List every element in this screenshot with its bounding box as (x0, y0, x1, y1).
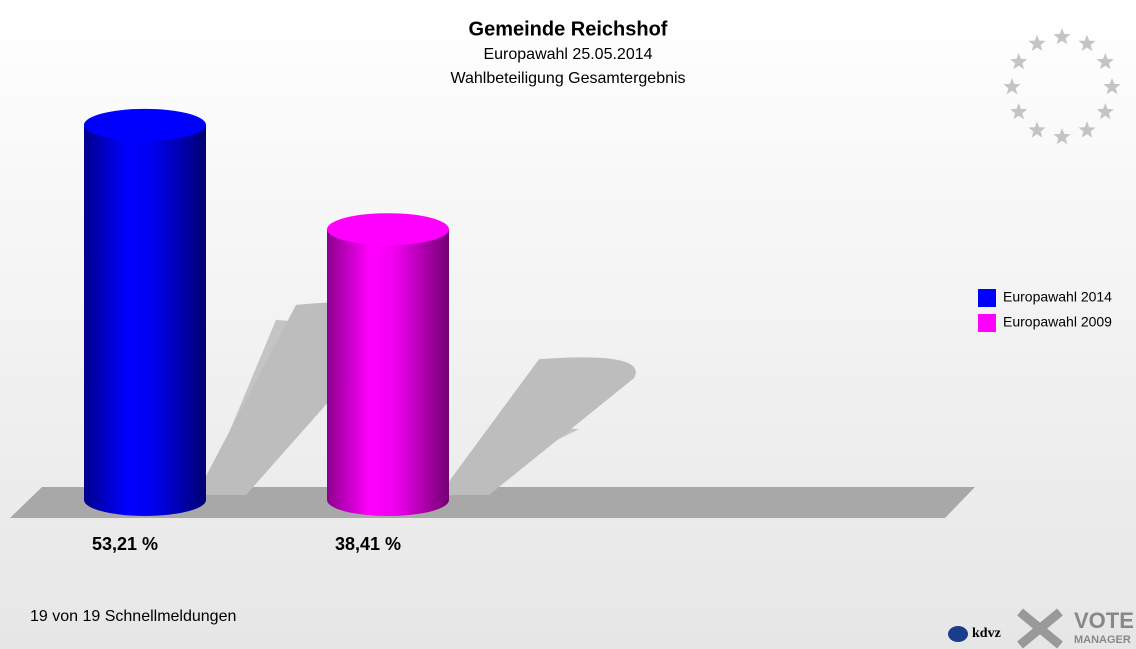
star (1078, 34, 1096, 51)
legend-label: Europawahl 2009 (1003, 314, 1112, 330)
bar (84, 124, 206, 516)
legend-swatch (978, 314, 996, 332)
data-label: 53,21 % (92, 534, 158, 554)
bar-top (84, 108, 206, 141)
star (1053, 28, 1071, 45)
bar-shadow (439, 357, 636, 495)
logo-text: kdvz (972, 626, 1001, 641)
star (1053, 128, 1071, 145)
star (1028, 121, 1046, 138)
legend-label: Europawahl 2014 (1003, 289, 1112, 305)
star (1096, 103, 1114, 120)
chart-subtitle: Europawahl 25.05.2014 (483, 46, 652, 63)
logo-text: VOTE (1074, 608, 1134, 633)
bar-top (327, 213, 449, 246)
star (1010, 103, 1028, 120)
chart-subtitle: Wahlbeteiligung Gesamtergebnis (450, 70, 685, 87)
star (1078, 121, 1096, 138)
logo-mark (1017, 608, 1063, 649)
logo-mark (948, 626, 968, 642)
star (1028, 34, 1046, 51)
logo: kdvz VOTE MANAGER (948, 608, 1134, 649)
star (1003, 78, 1021, 95)
legend-swatch (978, 289, 996, 307)
star (1103, 78, 1121, 95)
star (1010, 53, 1028, 70)
footer-note: 19 von 19 Schnellmeldungen (30, 608, 236, 625)
floor (10, 487, 975, 518)
star (1096, 53, 1114, 70)
bar (327, 229, 449, 516)
logo-text: MANAGER (1074, 634, 1131, 646)
data-label: 38,41 % (335, 534, 401, 554)
chart-title: Gemeinde Reichshof (469, 18, 668, 40)
